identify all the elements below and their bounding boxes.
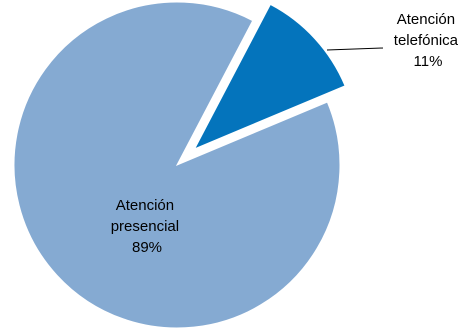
pie-slice-atencion-presencial: [13, 1, 341, 329]
slice-label-presencial-line-2: presencial: [111, 218, 179, 235]
pie-slice-atencion-telefonica: [193, 3, 346, 150]
slice-leader-line-atencion-telefonica: [326, 47, 384, 51]
slice-label-telefonica-line-1: Atención: [397, 11, 455, 28]
slice-label-atencion-presencial: Atención presencial 89%: [111, 197, 184, 256]
slice-label-atencion-telefonica: Atención telefónica 11%: [394, 11, 462, 70]
slice-label-telefonica-value: 11%: [414, 53, 443, 70]
slice-label-telefonica-line-2: telefónica: [394, 32, 459, 49]
slice-label-presencial-line-1: Atención: [116, 197, 174, 214]
slice-label-presencial-value: 89%: [132, 239, 162, 256]
pie-slices: [13, 1, 346, 329]
